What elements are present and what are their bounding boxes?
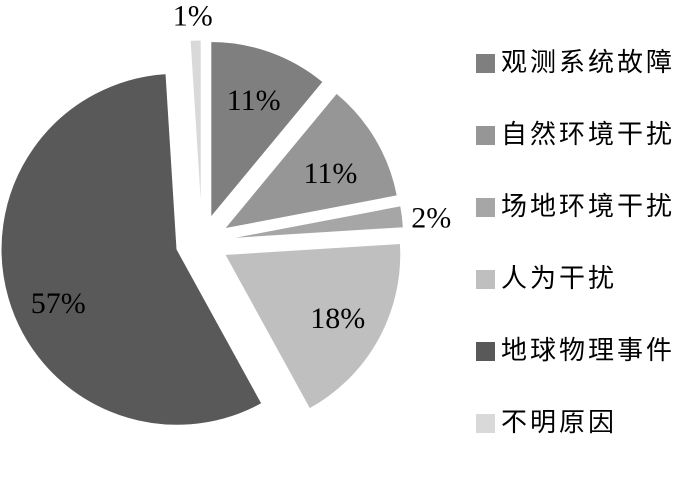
pie-slice-percentage-label: 11% (227, 84, 281, 117)
legend-swatch (476, 53, 495, 73)
pie-slice-percentage-label: 11% (304, 157, 358, 190)
pie-slice (227, 205, 404, 240)
pie-slice-percentage-label: 1% (173, 0, 213, 33)
pie-chart-figure: 11% 11% 2% 18% 57% 1% 观测系统故障 自然环境干扰 场地环境干扰 人为… (0, 0, 672, 437)
legend-swatch (476, 269, 495, 289)
pie-slice-percentage-label: 18% (310, 302, 365, 335)
pie-slice (223, 242, 402, 410)
legend-label: 自然环境干扰 (501, 120, 676, 149)
legend-item-ziran: 自然环境干扰 (476, 120, 675, 150)
legend-label: 场地环境干扰 (501, 192, 676, 221)
legend-label: 地球物理事件 (501, 336, 676, 365)
legend-label: 人为干扰 (501, 264, 618, 293)
pie-slice (223, 92, 398, 230)
legend-item-guance: 观测系统故障 (476, 48, 675, 78)
pie-chart: 11% 11% 2% 18% 57% 1% (0, 0, 451, 426)
chart-legend: 观测系统故障 自然环境干扰 场地环境干扰 人为干扰 地球物理事件 不明原因 (476, 48, 675, 480)
legend-item-changdi: 场地环境干扰 (476, 192, 675, 222)
legend-swatch (476, 125, 495, 145)
pie-slice (210, 40, 324, 219)
pie-slice (189, 39, 202, 217)
legend-item-buming: 不明原因 (476, 408, 675, 438)
legend-swatch (476, 413, 495, 433)
pie-slice (0, 73, 263, 426)
legend-item-diqiu: 地球物理事件 (476, 336, 675, 366)
pie-slice-percentage-label: 2% (411, 201, 451, 234)
legend-label: 观测系统故障 (501, 48, 676, 77)
legend-item-renwei: 人为干扰 (476, 264, 675, 294)
legend-swatch (476, 341, 495, 361)
legend-label: 不明原因 (501, 408, 618, 437)
legend-swatch (476, 197, 495, 217)
pie-slice-percentage-label: 57% (31, 287, 86, 320)
